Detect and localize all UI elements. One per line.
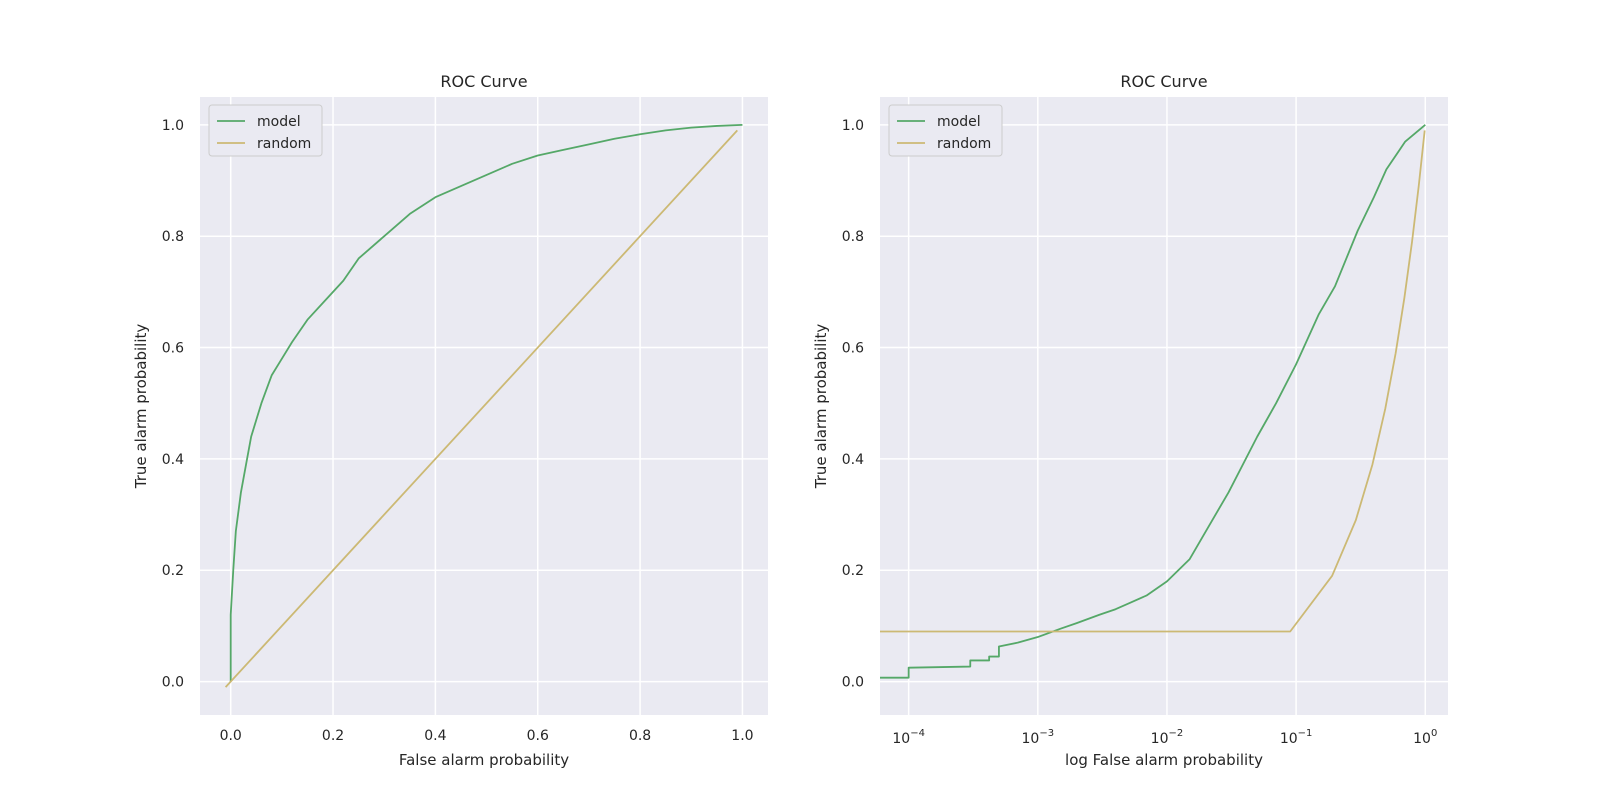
series-line-random [224, 129, 738, 688]
y-tick-label: 0.8 [162, 229, 184, 245]
legend: model random [208, 104, 323, 157]
x-tick-label: 10−3 [1022, 728, 1055, 747]
series-group [224, 123, 743, 688]
x-axis-label: False alarm probability [399, 751, 569, 769]
series-group [880, 124, 1426, 679]
series-line-random [880, 130, 1426, 633]
x-tick-label: 10−4 [892, 728, 925, 747]
x-tick-label: 0.6 [527, 728, 549, 744]
legend-label-random: random [257, 136, 311, 152]
y-axis-label: True alarm probability [132, 324, 150, 490]
plot-area [880, 97, 1448, 715]
y-tick-label: 0.4 [842, 452, 864, 468]
x-tick-label: 0.8 [629, 728, 651, 744]
y-tick-label: 0.4 [162, 452, 184, 468]
y-tick-label: 0.8 [842, 229, 864, 245]
x-tick-label: 0.0 [220, 728, 242, 744]
y-tick-label: 0.6 [162, 341, 184, 357]
y-tick-label: 0.2 [842, 563, 864, 579]
x-tick-label: 10−2 [1151, 728, 1184, 747]
y-tick-label: 0.6 [842, 341, 864, 357]
legend: model random [888, 104, 1003, 157]
series-line-model [229, 123, 743, 682]
y-tick-label: 0.2 [162, 563, 184, 579]
y-tick-label: 1.0 [842, 118, 864, 134]
y-tick-label: 0.0 [162, 675, 184, 691]
y-axis-label: True alarm probability [812, 324, 830, 490]
legend-label-model: model [257, 114, 301, 130]
y-tick-label: 0.0 [842, 675, 864, 691]
x-tick-label: 1.0 [731, 728, 753, 744]
x-axis-label: log False alarm probability [1065, 751, 1263, 769]
x-tick-label: 0.2 [322, 728, 344, 744]
legend-label-random: random [937, 136, 991, 152]
y-tick-label: 1.0 [162, 118, 184, 134]
chart-panel-2: 10−4 10−3 10−2 10−1 100 0.0 0.2 0.4 0.6 0.8 1.0 ROC… [812, 72, 1448, 769]
chart-title: ROC Curve [440, 72, 527, 91]
legend-label-model: model [937, 114, 981, 130]
chart-title: ROC Curve [1120, 72, 1207, 91]
x-tick-label: 0.4 [424, 728, 446, 744]
chart-panel-1: 0.0 0.2 0.4 0.6 0.8 1.0 0.0 0.2 0.4 0.6 0.8 1.0 ROC … [132, 72, 768, 769]
x-tick-label: 10−1 [1280, 728, 1313, 747]
series-line-model [880, 124, 1426, 679]
x-tick-label: 100 [1413, 728, 1437, 747]
